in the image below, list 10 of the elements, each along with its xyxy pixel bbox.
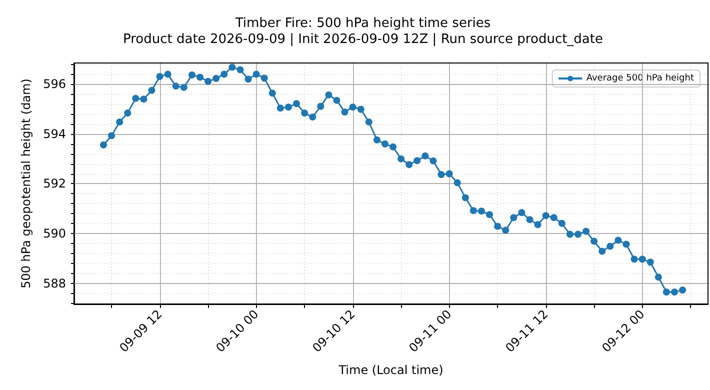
chart-subtitle: Product date 2026-09-09 | Init 2026-09-09 12Z | Run source product_date [123,32,603,47]
y-tick-label: 590 [43,226,66,241]
y-axis-title: 500 hPa geopotential height (dam) [19,78,33,288]
y-tick-label: 592 [43,176,66,191]
chart-title: Timber Fire: 500 hPa height time series [234,16,491,31]
x-axis-title: Time (Local time) [338,363,444,377]
y-tick-label: 596 [43,77,66,92]
y-tick-label: 588 [43,276,66,290]
y-tick-label: 594 [43,126,66,141]
legend-label: Average 500 hPa height [586,74,694,84]
